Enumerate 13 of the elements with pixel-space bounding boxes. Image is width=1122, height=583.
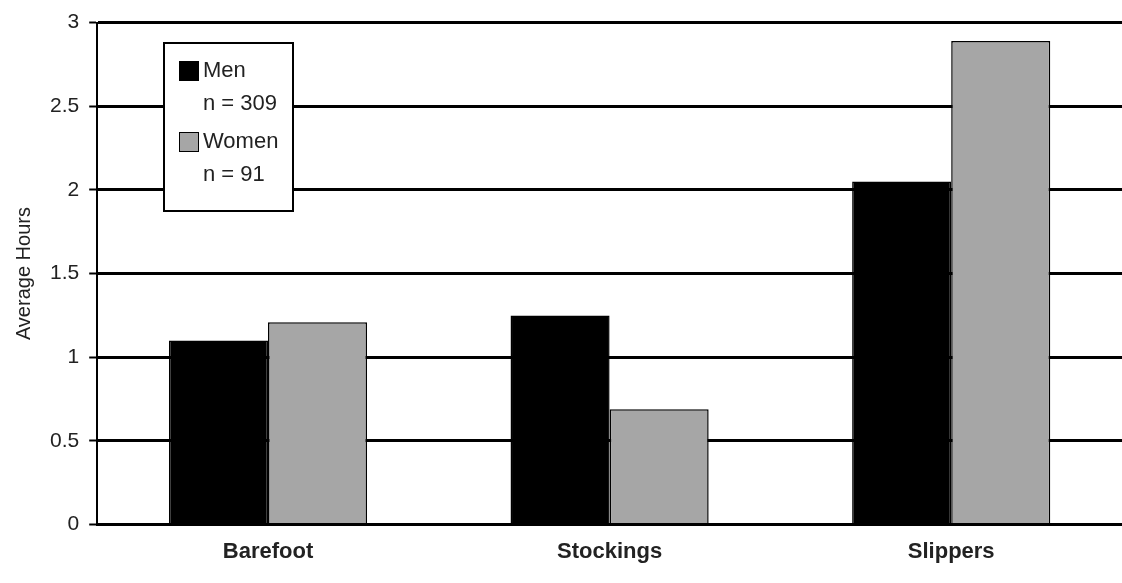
y-tick-label: 0.5 bbox=[49, 427, 80, 451]
x-tick-label: Barefoot bbox=[222, 537, 314, 563]
legend-label: Women n = 91 bbox=[203, 127, 279, 188]
x-tick-label: Stockings bbox=[557, 537, 663, 563]
x-tick-label: Slippers bbox=[907, 537, 995, 563]
y-tick-label: 2.5 bbox=[49, 93, 80, 117]
y-axis-title: Average Hours bbox=[11, 207, 34, 341]
y-tick-label: 1 bbox=[67, 344, 80, 368]
y-tick-label: 1.5 bbox=[49, 260, 80, 284]
legend-label: Men n = 309 bbox=[203, 56, 278, 117]
y-tick-label: 2 bbox=[67, 176, 80, 200]
y-tick-label: 3 bbox=[67, 9, 80, 33]
y-tick-label: 0 bbox=[67, 511, 80, 535]
